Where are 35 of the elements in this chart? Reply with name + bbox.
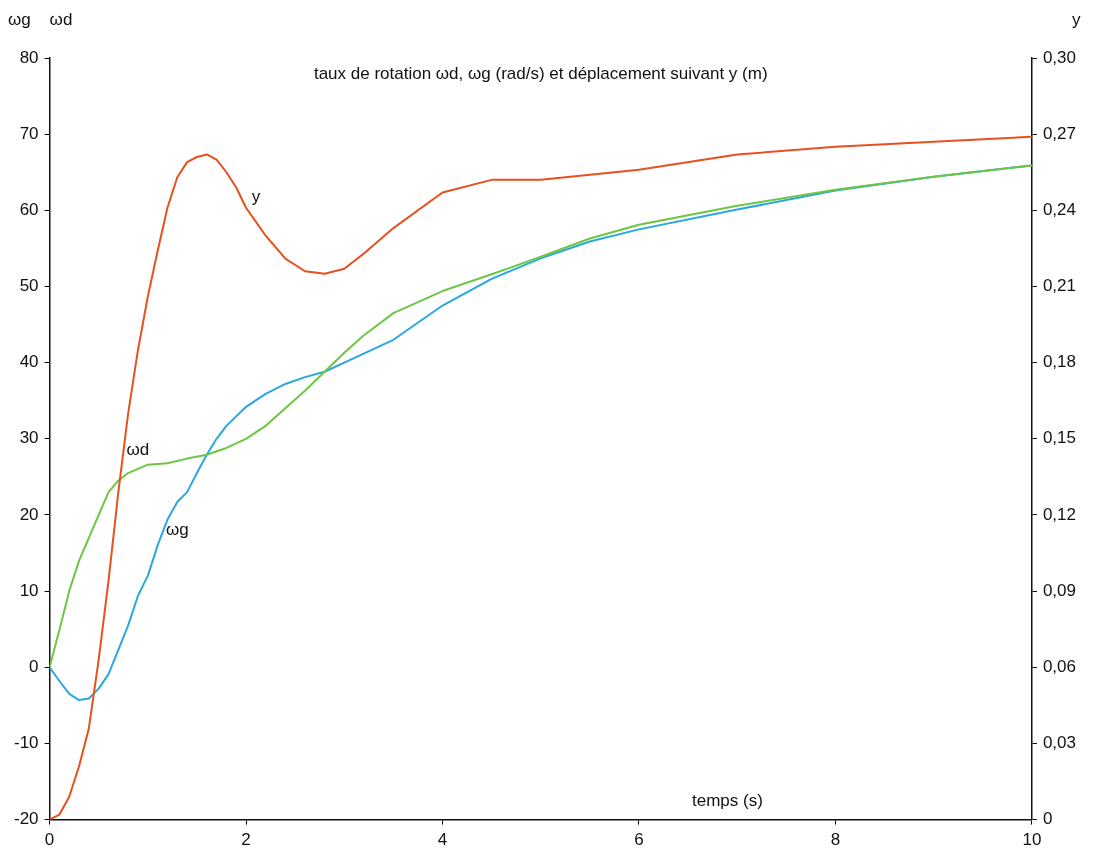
series-label: ωd <box>126 440 150 460</box>
y-tick-label: 40 <box>19 352 39 372</box>
y-tick-label: -20 <box>13 809 39 829</box>
y-tick-label: 70 <box>19 123 39 143</box>
x-tick-label: 2 <box>241 830 251 850</box>
y2-tick-label: 0,03 <box>1042 733 1077 753</box>
y-tick-label: 50 <box>19 276 39 296</box>
x-tick-label: 10 <box>1022 830 1042 850</box>
y-tick-label: 10 <box>19 580 39 600</box>
x-tick-label: 0 <box>44 830 55 850</box>
x-axis-title: temps (s) <box>691 790 763 810</box>
y2-tick-label: 0,18 <box>1042 352 1077 372</box>
x-tick-label: 8 <box>830 830 841 850</box>
y2-tick-label: 0,21 <box>1042 276 1077 296</box>
series-label: y <box>251 187 261 207</box>
x-tick-label: 4 <box>437 830 448 850</box>
y2-tick-label: 0,27 <box>1042 123 1077 143</box>
chart-title: taux de rotation ωd, ωg (rad/s) et déplacement suivant y (m) <box>313 64 768 84</box>
y2-axis-title: y <box>1071 10 1081 30</box>
y2-tick-label: 0,12 <box>1042 504 1077 524</box>
y-tick-label: 30 <box>19 428 39 448</box>
y2-tick-label: 0,30 <box>1042 47 1077 67</box>
x-tick-label: 6 <box>634 830 644 850</box>
y-axis-title: ωg ωd <box>8 10 73 30</box>
y-tick-label: 0 <box>29 656 39 676</box>
y2-tick-label: 0,06 <box>1042 656 1077 676</box>
y-tick-label: 20 <box>19 504 39 524</box>
y2-tick-label: 0 <box>1042 809 1053 829</box>
y-tick-label: -10 <box>13 733 39 753</box>
y-tick-label: 80 <box>19 47 39 67</box>
y2-tick-label: 0,24 <box>1042 200 1077 220</box>
y2-tick-label: 0,15 <box>1042 428 1077 448</box>
y2-tick-label: 0,09 <box>1042 580 1077 600</box>
y-tick-label: 60 <box>19 200 39 220</box>
series-label: ωg <box>165 519 189 539</box>
